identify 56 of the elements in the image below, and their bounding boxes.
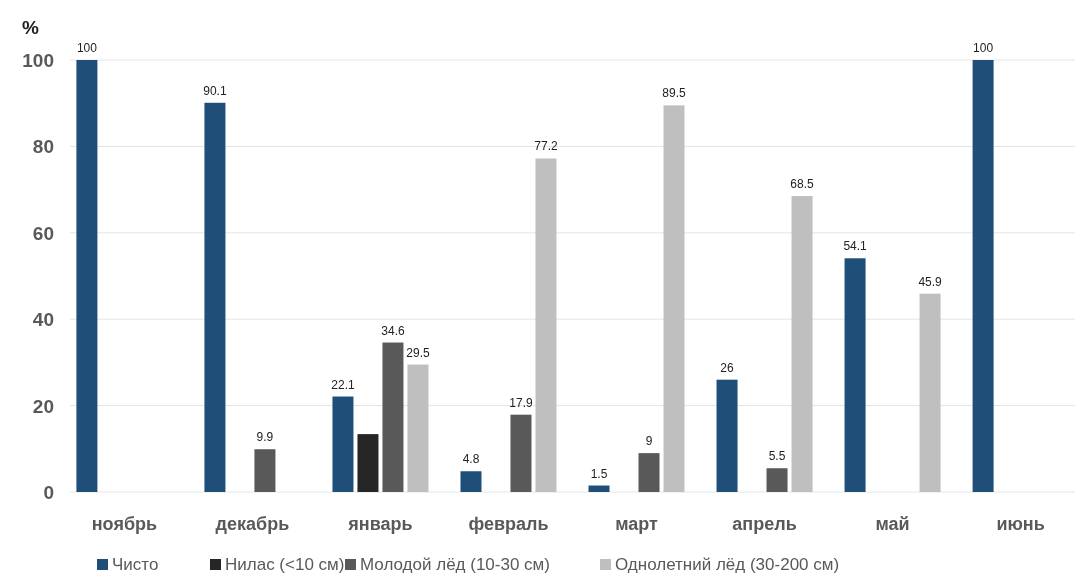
y-tick-label: 20 bbox=[32, 395, 54, 417]
bar bbox=[766, 468, 788, 492]
legend-label: Молодой лёд (10-30 см) bbox=[360, 555, 550, 574]
x-tick-label: январь bbox=[347, 514, 413, 534]
x-tick-label: февраль bbox=[468, 514, 549, 534]
data-label: 22.1 bbox=[331, 377, 355, 392]
bar bbox=[332, 396, 354, 492]
bar bbox=[535, 158, 557, 492]
bar bbox=[76, 60, 98, 492]
y-tick-label: 100 bbox=[22, 50, 54, 71]
bar bbox=[204, 102, 226, 492]
x-tick-label: апрель bbox=[732, 514, 797, 534]
bar bbox=[791, 196, 813, 492]
y-tick-label: 60 bbox=[32, 222, 54, 244]
y-tick-label: 0 bbox=[43, 482, 54, 503]
data-label: 17.9 bbox=[509, 395, 533, 410]
x-tick-label: июнь bbox=[996, 514, 1045, 534]
data-label: 1.5 bbox=[590, 466, 608, 481]
legend-label: Нилас (<10 см) bbox=[225, 555, 345, 574]
bar bbox=[588, 485, 610, 492]
data-label: 90.1 bbox=[203, 83, 227, 98]
data-label: 29.5 bbox=[406, 345, 430, 360]
bar bbox=[663, 105, 685, 492]
bar bbox=[919, 293, 941, 492]
y-axis-title: % bbox=[22, 17, 39, 38]
data-label: 54.1 bbox=[843, 239, 868, 254]
data-label: 5.5 bbox=[768, 449, 786, 464]
y-tick-label: 80 bbox=[32, 136, 54, 158]
bar bbox=[844, 258, 866, 492]
data-label: 9.9 bbox=[256, 430, 274, 445]
bar bbox=[638, 453, 660, 492]
data-label: 100 bbox=[76, 41, 98, 55]
data-label: 4.8 bbox=[462, 452, 480, 467]
x-tick-label: декабрь bbox=[215, 514, 290, 534]
data-label: 26 bbox=[720, 360, 735, 375]
data-label: 68.5 bbox=[790, 177, 815, 192]
data-label: 100 bbox=[973, 41, 994, 55]
x-tick-label: май bbox=[875, 514, 910, 534]
bar bbox=[972, 60, 994, 492]
x-tick-label: март bbox=[615, 514, 659, 534]
legend-label: Однолетний лёд (30-200 см) bbox=[615, 555, 840, 574]
bar bbox=[382, 342, 404, 492]
bar bbox=[460, 471, 482, 492]
data-label: 9 bbox=[645, 434, 653, 449]
bar bbox=[357, 434, 379, 492]
data-label: 89.5 bbox=[662, 86, 687, 101]
data-label: 77.2 bbox=[534, 139, 558, 154]
bar bbox=[716, 379, 738, 492]
data-label: 45.9 bbox=[918, 274, 943, 289]
y-tick-label: 40 bbox=[32, 309, 54, 331]
data-label: 34.6 bbox=[381, 323, 405, 338]
bar bbox=[510, 414, 532, 492]
bar bbox=[407, 364, 429, 492]
legend-label: Чисто bbox=[112, 555, 159, 574]
bar bbox=[254, 449, 276, 492]
x-tick-label: ноябрь bbox=[91, 514, 158, 534]
